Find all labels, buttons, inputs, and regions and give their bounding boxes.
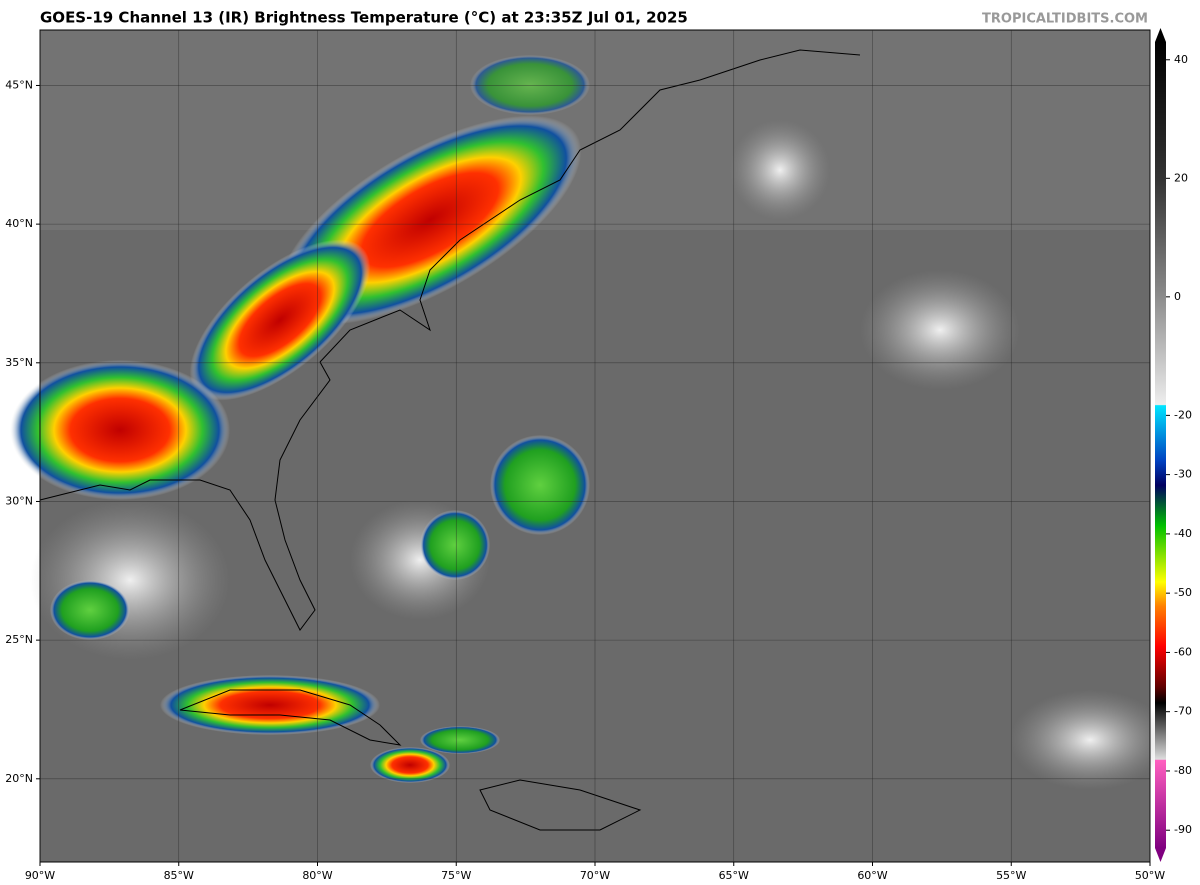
- hispaniola: [479, 779, 642, 831]
- coastline: [39, 361, 331, 631]
- colorbar-label: -50: [1174, 586, 1192, 599]
- colorbar-label: -90: [1174, 823, 1192, 836]
- colorbar-label: 0: [1174, 290, 1181, 303]
- colorbar-label: -80: [1174, 764, 1192, 777]
- cloud: [730, 120, 830, 220]
- map-title: GOES-19 Channel 13 (IR) Brightness Tempe…: [40, 9, 688, 27]
- lat-label: 40°N: [5, 217, 33, 230]
- colorbar-label: -60: [1174, 645, 1192, 658]
- lon-label: 55°W: [996, 869, 1026, 882]
- colorbar-extend-top: [1155, 28, 1166, 42]
- colorbar-label: -30: [1174, 468, 1192, 481]
- lon-label: 60°W: [857, 869, 887, 882]
- colorbar-label: -70: [1174, 705, 1192, 718]
- colorbar-label: -40: [1174, 527, 1192, 540]
- map-area: [10, 29, 1170, 863]
- colorbar-label: -20: [1174, 408, 1192, 421]
- lon-label: 75°W: [441, 869, 471, 882]
- storm-band: [370, 747, 450, 783]
- watermark: TROPICALTIDBITS.COM: [982, 12, 1148, 27]
- storm-band: [10, 360, 230, 500]
- cloud: [860, 270, 1020, 390]
- lat-label: 20°N: [5, 772, 33, 785]
- lon-label: 65°W: [719, 869, 749, 882]
- lon-label: 80°W: [302, 869, 332, 882]
- colorbar-label: 20: [1174, 171, 1188, 184]
- lat-label: 25°N: [5, 633, 33, 646]
- convection: [470, 55, 590, 115]
- cloud: [1010, 690, 1170, 790]
- lon-label: 85°W: [164, 869, 194, 882]
- storm-band: [189, 239, 371, 401]
- lon-label: 90°W: [25, 869, 55, 882]
- lon-label: 70°W: [580, 869, 610, 882]
- lon-label: 50°W: [1135, 869, 1165, 882]
- colorbar-label: 40: [1174, 53, 1188, 66]
- cuba: [179, 689, 402, 746]
- cloud: [30, 500, 230, 660]
- coastline: [319, 49, 861, 363]
- lat-label: 45°N: [5, 78, 33, 91]
- colorbar: [1155, 42, 1166, 848]
- convection: [490, 435, 590, 535]
- convection: [420, 510, 490, 580]
- convection: [50, 580, 130, 640]
- colorbar-extend-bottom: [1155, 848, 1166, 862]
- lat-label: 30°N: [5, 494, 33, 507]
- lat-label: 35°N: [5, 356, 33, 369]
- convection: [420, 726, 500, 754]
